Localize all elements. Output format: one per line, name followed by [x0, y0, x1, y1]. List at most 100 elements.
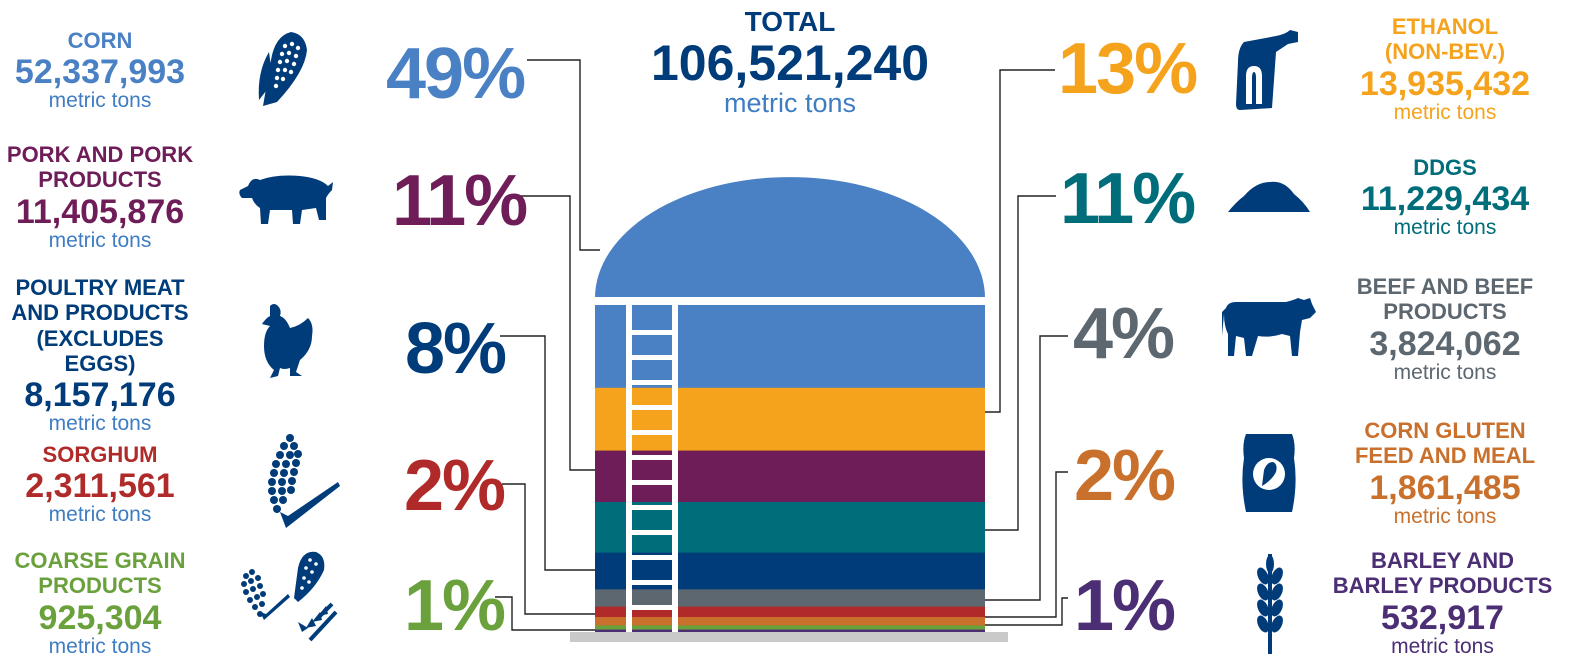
total-block: TOTAL 106,521,240 metric tons: [640, 8, 940, 117]
barley-icon: [1257, 554, 1283, 654]
category-value: 532,917: [1381, 598, 1504, 637]
category-value: 3,824,062: [1369, 324, 1521, 363]
leader-line-gluten: [985, 471, 1068, 618]
category-label: COARSE GRAIN PRODUCTS: [14, 548, 186, 599]
leader-line-coarse: [495, 596, 595, 631]
category-unit: metric tons: [48, 89, 152, 113]
leader-line-beef: [985, 335, 1068, 601]
silo-layer-sorghum: [595, 606, 985, 618]
corn-icon: [258, 32, 307, 106]
coarse-grain-icon: [241, 551, 338, 648]
legend-beef: BEEF AND BEEF PRODUCTS 3,824,062 metric t…: [1340, 274, 1550, 383]
total-value: 106,521,240: [650, 35, 930, 91]
category-unit: metric tons: [1393, 100, 1497, 124]
pct-label-poultry: 8%: [405, 309, 507, 389]
silo-layer-ethanol: [595, 387, 985, 452]
legend-barley: BARLEY AND BARLEY PRODUCTS 532,917 metric…: [1330, 548, 1555, 657]
category-label: SORGHUM: [42, 442, 158, 467]
leader-line-pork: [520, 195, 595, 471]
ladder-rung: [626, 380, 678, 385]
silo-layer-gluten: [595, 617, 985, 626]
category-value: 13,935,432: [1359, 64, 1531, 103]
pct-label-coarse-grain: 1%: [404, 566, 506, 646]
silo-base: [570, 632, 1008, 642]
dome-separator: [595, 297, 985, 304]
category-unit: metric tons: [48, 228, 152, 252]
category-value: 925,304: [38, 598, 162, 637]
category-label: CORN GLUTEN FEED AND MEAL: [1354, 418, 1536, 469]
feed-bag-icon: [1242, 434, 1296, 512]
category-unit: metric tons: [1393, 504, 1497, 528]
category-label: DDGS: [1413, 155, 1477, 180]
pig-icon: [239, 175, 333, 224]
total-unit: metric tons: [723, 88, 857, 118]
leader-line-corn: [527, 59, 600, 251]
ladder-rung: [626, 355, 678, 360]
cow-icon: [1222, 298, 1316, 356]
pct-label-corn: 49%: [386, 34, 526, 114]
ladder-rung: [626, 580, 678, 585]
legend-coarse-grain: COARSE GRAIN PRODUCTS 925,304 metric tons: [0, 548, 200, 657]
category-value: 52,337,993: [14, 53, 186, 92]
legend-pork: PORK AND PORK PRODUCTS 11,405,876 metric …: [0, 142, 200, 251]
pct-label-barley: 1%: [1074, 566, 1176, 646]
leader-line-barley: [985, 597, 1068, 626]
leader-line-sorghum: [502, 483, 595, 615]
pct-label-ethanol: 13%: [1058, 29, 1198, 109]
category-value: 2,311,561: [25, 467, 175, 506]
ladder-rung: [626, 505, 678, 510]
category-unit: metric tons: [48, 634, 152, 658]
category-unit: metric tons: [48, 412, 152, 436]
category-value: 1,861,485: [1369, 468, 1521, 507]
category-label: BARLEY AND BARLEY PRODUCTS: [1332, 548, 1553, 599]
chicken-icon: [262, 304, 313, 378]
category-label: POULTRY MEAT AND PRODUCTS (EXCLUDES EGGS): [11, 275, 189, 376]
legend-ethanol: ETHANOL (NON-BEV.) 13,935,432 metric tons: [1340, 14, 1550, 123]
ladder-rung: [626, 430, 678, 435]
category-label: CORN: [67, 28, 133, 53]
silo-layer-barley: [595, 629, 985, 633]
total-label: TOTAL: [744, 6, 836, 37]
ladder-rail-right: [672, 300, 678, 632]
pct-label-pork: 11%: [392, 161, 528, 241]
category-value: 8,157,176: [24, 376, 176, 415]
ladder-rung: [626, 530, 678, 535]
legend-sorghum: SORGHUM 2,311,561 metric tons: [0, 442, 200, 525]
silo-layer-corn: [595, 305, 985, 389]
ladder-rung: [626, 455, 678, 460]
category-label: PORK AND PORK PRODUCTS: [6, 142, 194, 193]
legend-corn: CORN 52,337,993 metric tons: [0, 28, 200, 111]
legend-ddgs: DDGS 11,229,434 metric tons: [1340, 155, 1550, 238]
category-unit: metric tons: [1393, 360, 1497, 384]
ladder-rung: [626, 330, 678, 335]
category-label: BEEF AND BEEF PRODUCTS: [1356, 274, 1534, 325]
pct-label-ddgs: 11%: [1060, 159, 1196, 239]
pct-label-corn-gluten: 2%: [1074, 436, 1176, 516]
sorghum-icon: [268, 434, 340, 528]
ladder-rung: [626, 405, 678, 410]
silo-layer-ddgs: [595, 501, 985, 554]
silo-layer-beef: [595, 589, 985, 608]
ladder-rung: [626, 480, 678, 485]
leader-line-ethanol: [985, 69, 1055, 413]
leader-line-poultry: [500, 335, 595, 571]
silo-dome: [595, 177, 985, 298]
ladder-rung: [626, 605, 678, 610]
category-value: 11,405,876: [15, 192, 185, 231]
category-unit: metric tons: [1391, 634, 1494, 658]
fuel-pump-icon: [1236, 30, 1298, 110]
grain-pile-icon: [1228, 181, 1310, 212]
pct-label-sorghum: 2%: [404, 446, 506, 526]
silo-layer-coarse: [595, 625, 985, 631]
legend-corn-gluten: CORN GLUTEN FEED AND MEAL 1,861,485 metri…: [1340, 418, 1550, 527]
category-unit: metric tons: [48, 503, 152, 527]
category-unit: metric tons: [1393, 216, 1497, 240]
leader-line-ddgs: [985, 195, 1056, 531]
legend-poultry: POULTRY MEAT AND PRODUCTS (EXCLUDES EGGS) …: [0, 275, 200, 434]
category-value: 11,229,434: [1360, 180, 1530, 219]
category-label: ETHANOL (NON-BEV.): [1384, 14, 1506, 65]
ladder-rung: [626, 555, 678, 560]
ladder-rail-left: [626, 300, 632, 632]
pct-label-beef: 4%: [1073, 294, 1175, 374]
